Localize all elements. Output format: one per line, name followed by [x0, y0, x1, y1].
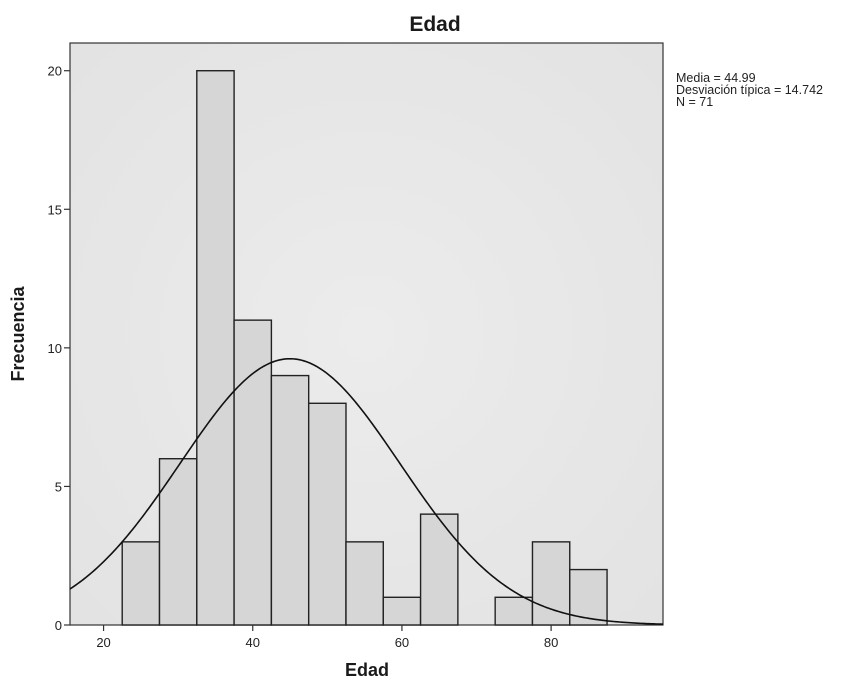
- histogram-bar-12: [569, 568, 608, 626]
- histogram-bar-0: [121, 541, 161, 626]
- x-tick-label-80: 80: [544, 635, 558, 650]
- y-tick-label-0: 0: [55, 618, 62, 633]
- stats-box: Media = 44.99 Desviación típica = 14.742…: [676, 71, 823, 109]
- x-tick-label-20: 20: [96, 635, 110, 650]
- y-tick-label-15: 15: [48, 202, 62, 217]
- x-axis: 20 40 60 80: [96, 625, 558, 650]
- x-tick-label-40: 40: [246, 635, 260, 650]
- y-axis-label: Frecuencia: [8, 285, 28, 381]
- chart-title: Edad: [409, 13, 460, 36]
- histogram-bar-8: [419, 513, 459, 626]
- y-tick-label-20: 20: [48, 64, 62, 79]
- histogram-bar-2: [196, 70, 235, 626]
- y-tick-label-10: 10: [48, 341, 62, 356]
- histogram-bar-4: [270, 374, 310, 626]
- y-axis: 0 5 10 15 20: [48, 64, 70, 633]
- normal-curve: [69, 357, 664, 625]
- histogram-bar-5: [307, 402, 347, 626]
- x-tick-label-60: 60: [395, 635, 409, 650]
- stats-mean: Media = 44.99: [676, 71, 756, 85]
- stats-sd: Desviación típica = 14.742: [676, 83, 823, 97]
- stats-n: N = 71: [676, 95, 714, 109]
- histogram-bar-3: [233, 319, 273, 626]
- x-axis-label: Edad: [345, 660, 389, 680]
- y-tick-label-5: 5: [55, 479, 62, 494]
- bars-group: [121, 70, 608, 626]
- histogram-bar-10: [494, 596, 534, 626]
- histogram-bar-1: [158, 458, 198, 626]
- histogram-bar-7: [382, 596, 422, 626]
- histogram-bar-6: [345, 541, 384, 626]
